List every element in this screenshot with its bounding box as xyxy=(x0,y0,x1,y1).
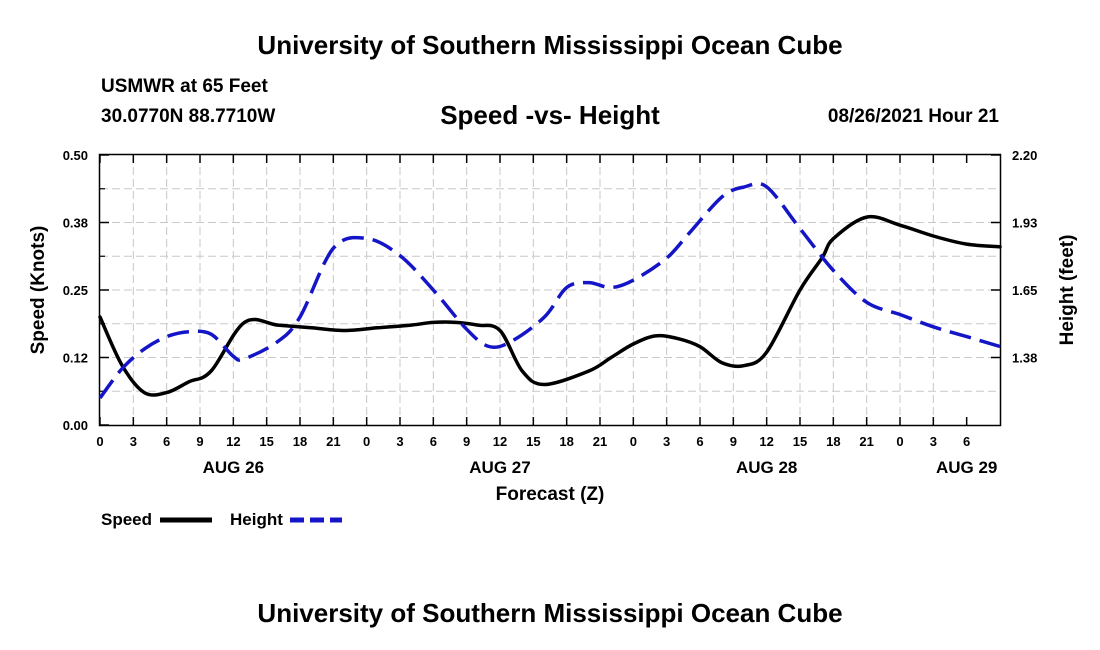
x-tick-label: 3 xyxy=(130,434,137,449)
x-tick-label: 0 xyxy=(363,434,370,449)
plot-frame xyxy=(98,153,1002,427)
grid xyxy=(100,155,1000,425)
y-right-tick-label: 1.38 xyxy=(1012,351,1037,366)
legend-speed-label: Speed xyxy=(101,510,152,529)
x-tick-label: 3 xyxy=(396,434,403,449)
x-tick-label: 18 xyxy=(559,434,573,449)
x-tick-label: 18 xyxy=(293,434,307,449)
axis-labels: 0 3 6 9 12 15 18 21 0 3 6 9 12 15 18 21 0 3 6 9 12 15 18 21 0 3 6 A… xyxy=(63,148,1038,477)
series-line-speed xyxy=(98,214,1002,397)
y-left-tick-label: 0.00 xyxy=(63,418,88,433)
x-tick-label: 9 xyxy=(196,434,203,449)
x-tick-label: 6 xyxy=(963,434,970,449)
y-right-tick-label: 1.93 xyxy=(1012,216,1037,231)
legend-height-label: Height xyxy=(230,510,283,529)
y-axis-left-title: Speed (Knots) xyxy=(28,226,49,355)
date-label: AUG 28 xyxy=(736,458,797,477)
x-tick-label: 18 xyxy=(826,434,840,449)
y-left-tick-label: 0.38 xyxy=(63,216,88,231)
x-tick-label: 0 xyxy=(630,434,637,449)
x-tick-label: 9 xyxy=(463,434,470,449)
x-tick-label: 0 xyxy=(96,434,103,449)
y-right-tick-label: 1.65 xyxy=(1012,283,1037,298)
x-tick-label: 6 xyxy=(696,434,703,449)
series xyxy=(98,181,1002,400)
x-tick-label: 21 xyxy=(593,434,607,449)
y-left-tick-label: 0.12 xyxy=(63,351,88,366)
x-tick-label: 21 xyxy=(326,434,340,449)
x-tick-label: 12 xyxy=(226,434,240,449)
x-tick-label: 6 xyxy=(163,434,170,449)
x-tick-label: 9 xyxy=(730,434,737,449)
date-label: AUG 26 xyxy=(203,458,264,477)
x-tick-label: 6 xyxy=(430,434,437,449)
y-right-tick-label: 2.20 xyxy=(1012,148,1037,163)
coordinates-label: 30.0770N 88.7710W xyxy=(101,106,276,127)
x-tick-label: 3 xyxy=(663,434,670,449)
y-left-tick-label: 0.25 xyxy=(63,283,88,298)
x-tick-label: 21 xyxy=(859,434,873,449)
date-label: AUG 29 xyxy=(936,458,997,477)
series-line-height xyxy=(98,181,1001,400)
forecast-datetime: 08/26/2021 Hour 21 xyxy=(827,106,999,127)
y-left-tick-label: 0.50 xyxy=(63,148,88,163)
x-tick-label: 12 xyxy=(759,434,773,449)
x-tick-label: 15 xyxy=(526,434,540,449)
x-tick-label: 15 xyxy=(793,434,807,449)
page-footer-title: University of Southern Mississippi Ocean… xyxy=(257,598,843,628)
x-tick-label: 3 xyxy=(930,434,937,449)
chart-title: Speed -vs- Height xyxy=(440,100,660,130)
axis-ticks xyxy=(99,154,1000,426)
x-axis-title: Forecast (Z) xyxy=(496,484,605,505)
x-tick-label: 15 xyxy=(259,434,273,449)
station-label: USMWR at 65 Feet xyxy=(101,76,268,97)
x-tick-label: 0 xyxy=(896,434,903,449)
legend: Speed Height xyxy=(101,510,342,529)
y-axis-right-title: Height (feet) xyxy=(1057,235,1078,346)
date-label: AUG 27 xyxy=(469,458,530,477)
x-tick-label: 12 xyxy=(493,434,507,449)
page-title: University of Southern Mississippi Ocean… xyxy=(257,30,843,60)
